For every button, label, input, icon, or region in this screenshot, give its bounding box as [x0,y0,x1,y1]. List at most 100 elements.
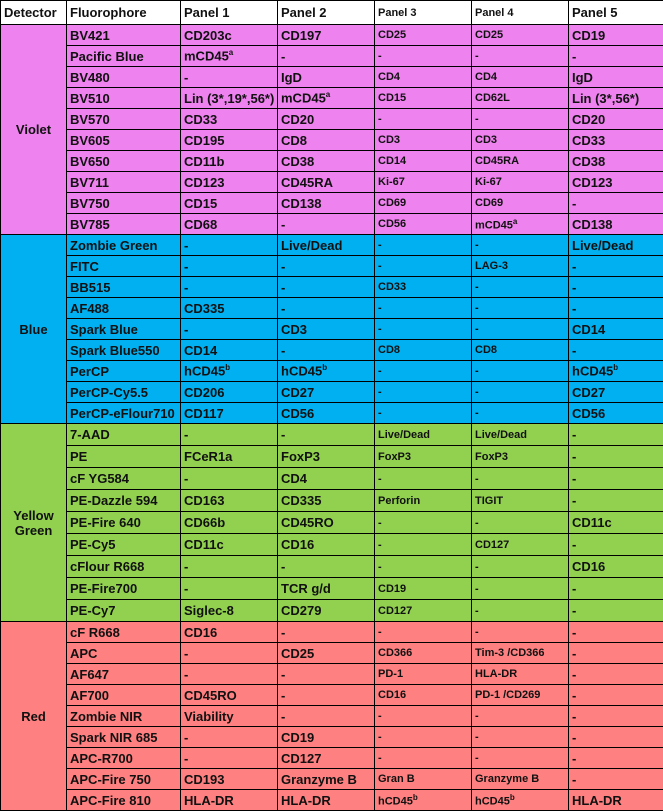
header-row: Detector Fluorophore Panel 1 Panel 2 Panel 3… [0,0,663,25]
marker-cell: - [374,621,472,643]
marker-cell: - [568,445,663,468]
marker-cell: - [180,642,278,664]
column-header: Fluorophore [66,0,181,25]
marker-cell: CD279 [277,599,375,622]
marker-cell: CD15 [374,87,472,109]
marker-cell: CD56 [277,402,375,424]
marker-cell: Ki-67 [374,171,472,193]
marker-text: hCD45 [475,795,510,808]
marker-cell: IgD [277,66,375,88]
marker-superscript: b [613,363,619,373]
marker-superscript: b [509,792,515,802]
table-row: PerCP hCD45b hCD45b - - hCD45b [0,360,663,382]
fluorophore-cell: APC [66,642,181,664]
table-row: BB515- - CD33- - [0,276,663,298]
marker-cell: Granzyme B [471,768,569,790]
marker-cell: Viability [180,705,278,727]
marker-cell: - [471,297,569,319]
marker-cell: - [568,192,663,214]
marker-cell: CD33 [180,108,278,130]
fluorophore-cell: AF488 [66,297,181,319]
marker-cell: - [374,467,472,490]
marker-cell: CD15 [180,192,278,214]
table-row: APC-Fire 810 HLA-DR HLA-DR hCD45b hCD45b HLA-… [0,789,663,811]
table-row: Blue Zombie Green - Live/Dead - - Live/Dead [0,234,663,424]
fluorophore-cell: PerCP [66,360,181,382]
marker-cell: CD38 [277,150,375,172]
fluorophore-cell: BV421 [66,24,181,46]
fluorophore-cell: BV785 [66,213,181,235]
detector-cell: Violet [0,24,67,235]
marker-cell: mCD45a [471,213,569,235]
marker-cell: TCR g/d [277,577,375,600]
fluorophore-cell: Spark Blue550 [66,339,181,361]
marker-text: hCD45 [184,363,226,379]
marker-cell: - [568,621,663,643]
marker-cell: CD27 [277,381,375,403]
marker-cell: - [568,297,663,319]
marker-cell: FoxP3 [374,445,472,468]
marker-cell: - [374,533,472,556]
marker-cell: Lin (3*,19*,56*) [180,87,278,109]
marker-text: hCD45 [572,363,614,379]
marker-cell: - [471,234,569,256]
marker-cell: - [277,555,375,578]
fluorophore-cell: APC-R700 [66,747,181,769]
marker-cell: - [374,381,472,403]
marker-cell: - [277,663,375,685]
marker-cell: - [374,705,472,727]
fluorophore-cell: PE-Fire700 [66,577,181,600]
marker-cell: CD45RO [180,684,278,706]
marker-cell: CD19 [277,726,375,748]
marker-cell: - [568,489,663,512]
marker-cell: - [277,705,375,727]
table-row: APC - CD25 CD366 Tim-3 /CD366- [0,642,663,664]
fluorophore-cell: PE [66,445,181,468]
detector-cell: Yellow Green [0,423,67,622]
marker-cell: CD14 [568,318,663,340]
marker-cell: - [180,577,278,600]
marker-cell: Live/Dead [374,423,472,446]
marker-cell: CD20 [568,108,663,130]
marker-cell: CD45RO [277,511,375,534]
marker-cell: FCeR1a [180,445,278,468]
marker-cell: - [277,684,375,706]
marker-cell: CD123 [180,171,278,193]
marker-cell: mCD45a [180,45,278,67]
marker-cell: Granzyme B [277,768,375,790]
marker-cell: - [471,360,569,382]
marker-cell: CD138 [568,213,663,235]
fluorophore-cell: BV711 [66,171,181,193]
marker-cell: Live/Dead [471,423,569,446]
fluorophore-cell: PerCP-eFlour710 [66,402,181,424]
fluorophore-cell: Spark NIR 685 [66,726,181,748]
marker-cell: CD62L [471,87,569,109]
marker-cell: - [568,577,663,600]
table-row: Spark Blue550 CD14- CD8 CD8- [0,339,663,361]
marker-cell: - [374,511,472,534]
marker-cell: CD163 [180,489,278,512]
marker-cell: - [374,555,472,578]
marker-cell: CD33 [374,276,472,298]
column-header: Panel 4 [471,0,569,25]
table-row: Zombie NIR Viability - - - - [0,705,663,727]
table-row: FITC - - - LAG-3- [0,255,663,277]
marker-cell: hCD45b [568,360,663,382]
fluorophore-cell: cF YG584 [66,467,181,490]
marker-cell: - [568,684,663,706]
marker-text: hCD45 [281,363,323,379]
marker-superscript: a [512,216,518,226]
column-header: Panel 3 [374,0,472,25]
marker-cell: CD33 [568,129,663,151]
column-header: Panel 5 [568,0,663,25]
marker-cell: - [471,747,569,769]
table-row: cF YG584- CD4- - - [0,467,663,490]
table-row: PE FCeR1a FoxP3 FoxP3 FoxP3- [0,445,663,468]
marker-cell: Live/Dead [277,234,375,256]
marker-cell: - [568,45,663,67]
marker-cell: CD16 [277,533,375,556]
fluorophore-cell: AF700 [66,684,181,706]
column-header: Detector [0,0,67,25]
marker-cell: - [180,747,278,769]
